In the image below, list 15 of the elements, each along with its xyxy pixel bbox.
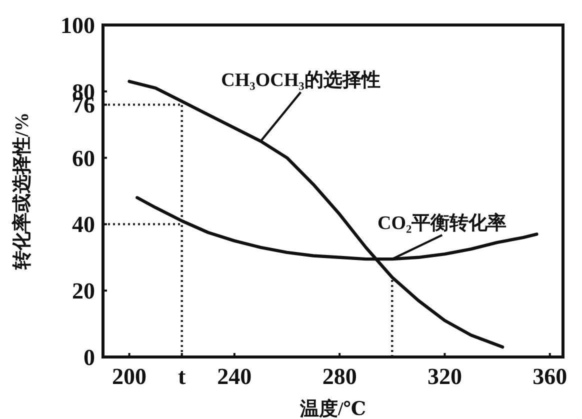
y-tick-label: 20	[72, 278, 95, 304]
x-tick-label: t	[178, 364, 186, 389]
series-label: CO₂平衡转化率	[378, 212, 507, 234]
y-tick-label: 100	[60, 13, 95, 38]
x-tick-label: 240	[217, 364, 252, 389]
x-tick-label: 200	[112, 364, 147, 389]
x-tick-label: 320	[427, 364, 462, 389]
y-axis-title: 转化率或选择性/%	[11, 112, 33, 271]
series-label: CH₃OCH₃的选择性	[221, 69, 380, 92]
x-tick-label: 360	[532, 364, 568, 389]
x-axis-title: 温度/℃	[298, 398, 366, 419]
y-tick-label: 0	[84, 345, 95, 370]
y-tick-label: 40	[72, 212, 95, 238]
y-tick-label: 60	[72, 146, 95, 171]
x-tick-label: 280	[322, 364, 357, 389]
